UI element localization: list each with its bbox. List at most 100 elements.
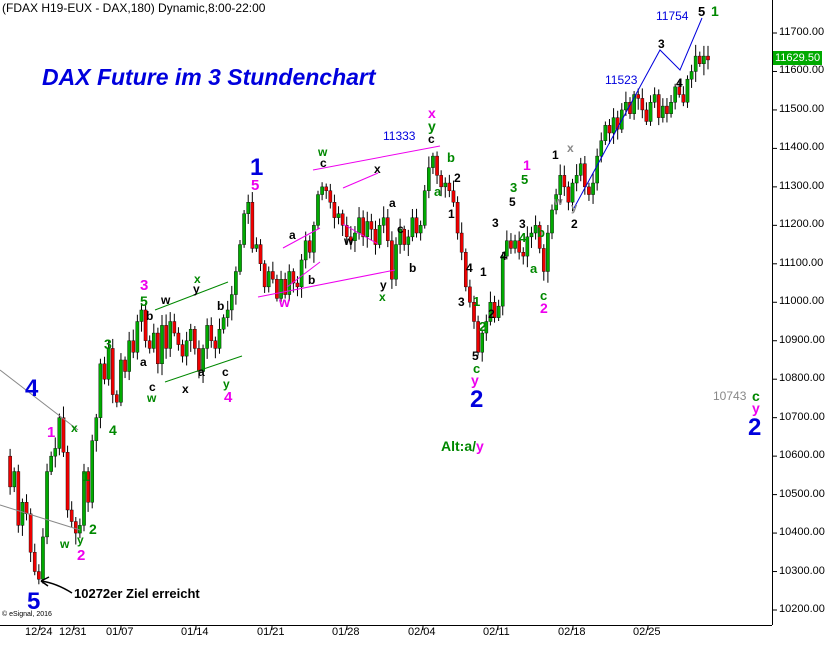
candle-down bbox=[147, 340, 152, 349]
candle-down bbox=[123, 359, 127, 372]
candle-up bbox=[591, 182, 595, 195]
candle-down bbox=[332, 202, 337, 218]
candle-up bbox=[234, 271, 238, 295]
wave-label: 1 bbox=[448, 207, 455, 221]
last-price-badge: 11629.50 bbox=[773, 51, 823, 65]
wave-label: y bbox=[571, 202, 578, 214]
candle-up bbox=[98, 363, 103, 418]
candle-down bbox=[307, 240, 312, 253]
candle-up bbox=[533, 225, 538, 234]
wave-label: 11333 bbox=[383, 129, 416, 143]
candle-down bbox=[607, 125, 612, 134]
wave-label: y bbox=[77, 533, 84, 547]
wave-label: y bbox=[380, 278, 387, 292]
candle-down bbox=[615, 117, 620, 130]
candle-down bbox=[180, 344, 185, 357]
wave-label: y bbox=[223, 377, 230, 391]
candle-down bbox=[172, 321, 177, 334]
candle-up bbox=[693, 55, 698, 72]
candle-up bbox=[595, 155, 599, 184]
wave-label: 1 bbox=[480, 265, 487, 279]
wave-label: 2 bbox=[89, 521, 97, 537]
trendline bbox=[164, 355, 243, 383]
wave-label: 1 bbox=[523, 157, 531, 173]
wave-label: 1 bbox=[711, 3, 719, 19]
x-tick-label: 02/18 bbox=[558, 626, 586, 638]
y-tick-label: 10800.00 bbox=[779, 372, 825, 385]
candle-down bbox=[541, 248, 546, 272]
wave-path bbox=[573, 17, 703, 209]
candle-up bbox=[702, 55, 706, 64]
candle-up bbox=[574, 175, 579, 184]
candle-down bbox=[176, 332, 181, 345]
trendline bbox=[257, 269, 396, 298]
candle-down bbox=[156, 332, 160, 365]
candle-down bbox=[681, 94, 686, 103]
candle-up bbox=[303, 240, 308, 261]
candle-down bbox=[37, 571, 41, 580]
candle-down bbox=[697, 55, 702, 64]
candle-up bbox=[20, 502, 25, 526]
wave-label: a bbox=[389, 196, 396, 210]
wave-label: 5 bbox=[698, 4, 706, 19]
candle-up bbox=[484, 321, 489, 334]
candle-up bbox=[673, 86, 677, 103]
wave-label: 5 bbox=[140, 293, 148, 309]
candle-up bbox=[669, 102, 673, 114]
candle-up bbox=[398, 228, 402, 245]
candle-down bbox=[250, 202, 255, 249]
chart-header: (FDAX H19-EUX - DAX,180) Dynamic,8:00-22… bbox=[2, 1, 266, 15]
candle-up bbox=[381, 217, 386, 226]
candle-down bbox=[65, 452, 70, 511]
wave-label: w bbox=[279, 294, 290, 310]
candle-down bbox=[706, 55, 710, 61]
candle-up bbox=[94, 417, 99, 441]
candle-up bbox=[246, 202, 251, 214]
wave-label: 1 bbox=[552, 148, 559, 162]
wave-label: b bbox=[447, 150, 455, 165]
candle-down bbox=[583, 163, 587, 188]
candle-down bbox=[369, 221, 374, 230]
wave-label: 5 bbox=[251, 177, 260, 194]
wave-label: c bbox=[222, 365, 229, 379]
candle-down bbox=[324, 186, 329, 191]
candle-down bbox=[258, 244, 263, 264]
candle-down bbox=[439, 175, 443, 188]
candle-up bbox=[661, 105, 665, 118]
candle-up bbox=[45, 471, 49, 538]
trendline bbox=[312, 145, 441, 171]
candle-up bbox=[168, 321, 173, 349]
candle-up bbox=[377, 225, 382, 245]
candle-down bbox=[209, 325, 214, 341]
target-arrow bbox=[40, 580, 73, 594]
candle-up bbox=[648, 102, 653, 122]
candle-up bbox=[570, 182, 575, 203]
wave-label: 3 bbox=[519, 217, 526, 231]
candle-up bbox=[205, 325, 209, 349]
candle-up bbox=[312, 225, 316, 253]
candle-up bbox=[242, 213, 246, 245]
candle-down bbox=[73, 521, 78, 534]
candle-down bbox=[476, 321, 480, 353]
wave-label: 10743 bbox=[713, 389, 747, 403]
candle-down bbox=[640, 98, 645, 111]
candle-down bbox=[344, 225, 349, 238]
candle-up bbox=[266, 271, 271, 288]
y-tick-label: 11600.00 bbox=[779, 64, 825, 77]
wave-label: 4 bbox=[676, 76, 683, 90]
candle-up bbox=[229, 294, 234, 311]
candle-down bbox=[463, 252, 468, 288]
x-tick-label: 12/31 bbox=[59, 626, 87, 638]
x-tick-label: 02/11 bbox=[483, 626, 510, 638]
wave-label: 3 bbox=[510, 180, 518, 195]
candle-down bbox=[636, 94, 641, 99]
y-tick-label: 11100.00 bbox=[779, 256, 824, 269]
candle-up bbox=[496, 305, 501, 318]
candle-up bbox=[90, 440, 95, 503]
candle-up bbox=[139, 309, 144, 322]
wave-label: 3 bbox=[492, 216, 499, 230]
wave-label: 2 bbox=[77, 547, 86, 564]
wave-label: w bbox=[147, 391, 157, 405]
trendline bbox=[342, 172, 379, 189]
